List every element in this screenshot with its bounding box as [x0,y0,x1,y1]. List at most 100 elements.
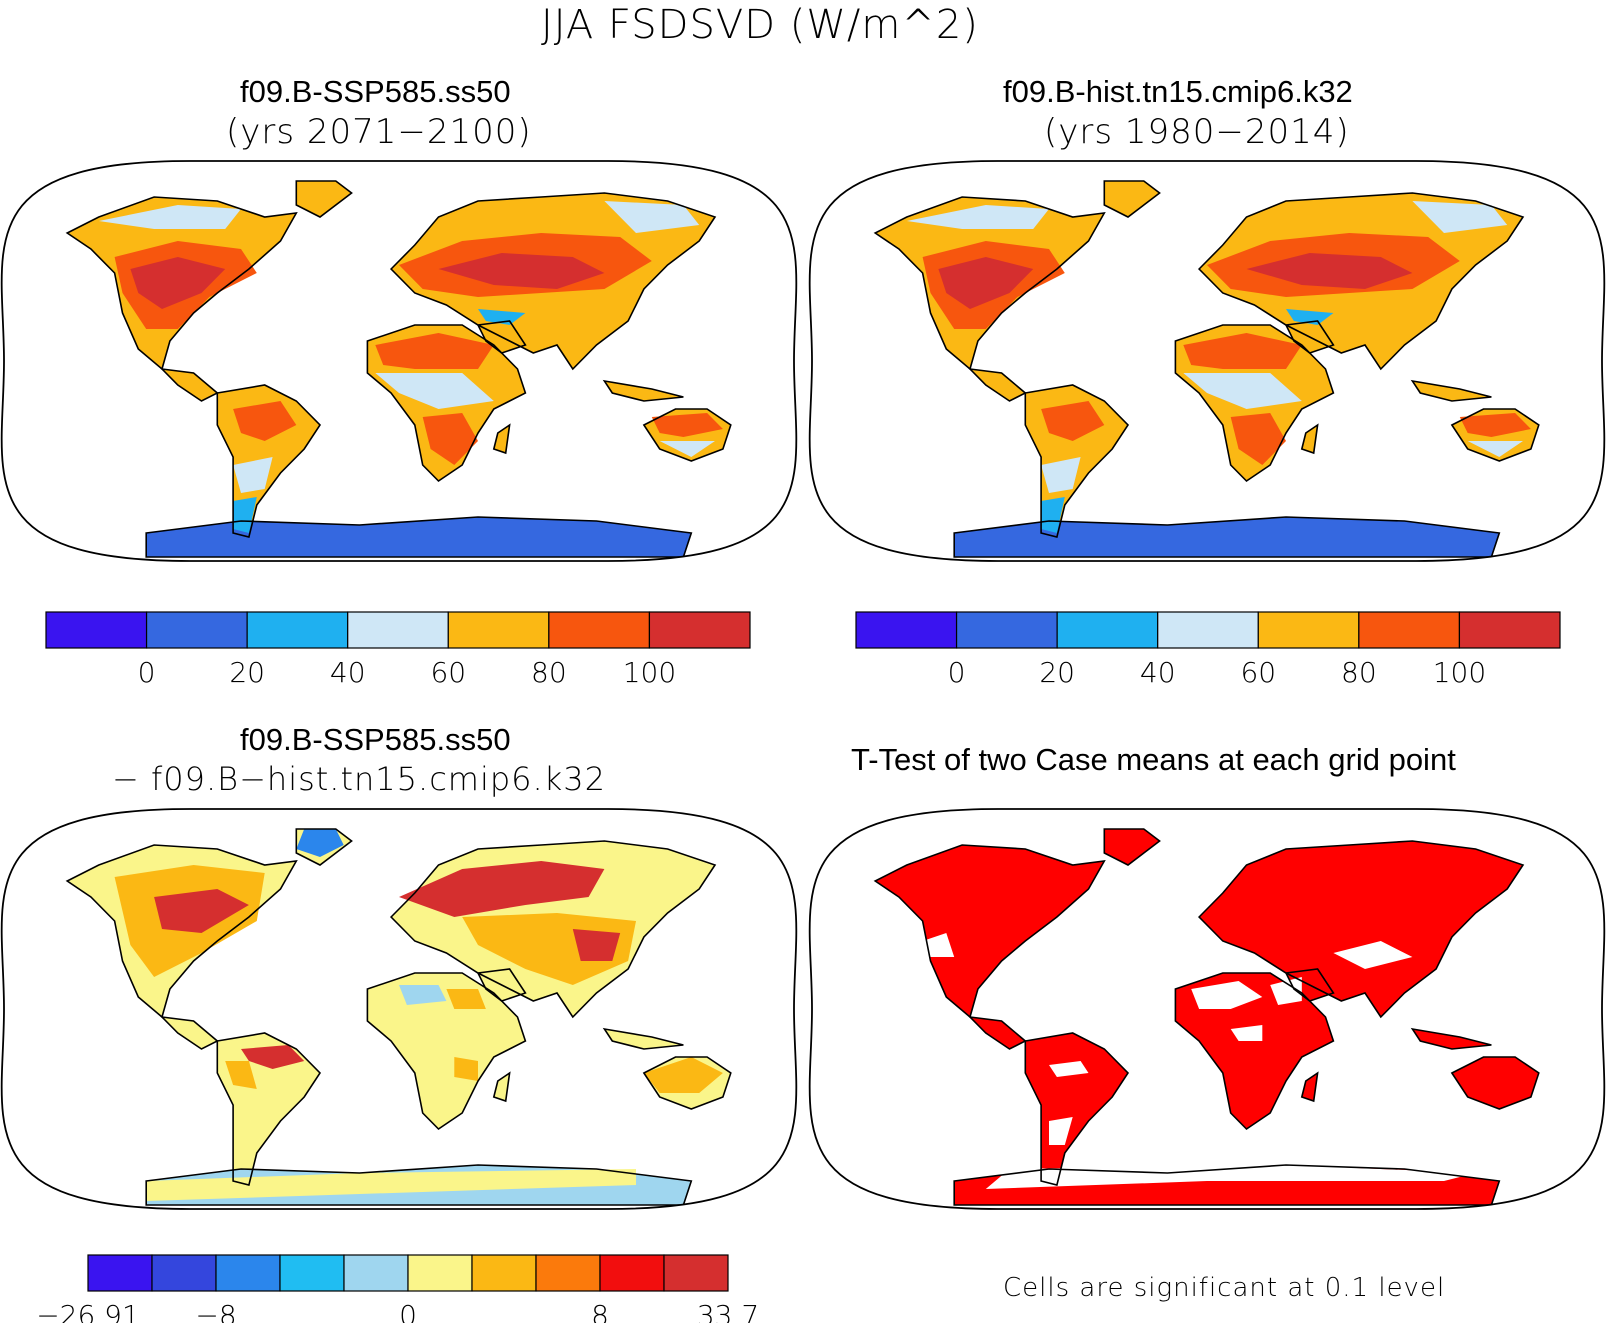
shade-region [1246,253,1413,289]
shade-region [146,1169,636,1201]
shade-region [1270,977,1302,1005]
coastline-central-america [159,1015,219,1050]
colorbar-tick-label: 0 [399,1299,417,1323]
coastline-greenland [1103,180,1161,218]
coastline-central-america [159,367,219,402]
coastline-south-america [1024,1032,1130,1186]
colorbar-swatch [407,1254,473,1292]
land-greenland [296,181,352,217]
shade-region [233,457,273,493]
shade-region [572,929,621,961]
shade-region [454,1057,478,1081]
panel-top-right-case: f09.B-hist.tn15.cmip6.k32 [1003,74,1353,109]
panel-bottom-left-minus-case: − f09.B−hist.tn15.cmip6.k32 [112,760,606,798]
shade-region [1467,441,1523,457]
coastline-central-america [967,367,1027,402]
coastline-australia [642,408,732,462]
panel-top-right-years: (yrs 1980−2014) [1044,112,1350,152]
shade-region [1049,1061,1089,1077]
colorbar-bottom-left: −26.91 −8 0 8 33.7 [36,1254,759,1323]
coastline-eurasia [1197,192,1525,371]
shade-region [233,401,297,441]
coastline-north-america [873,844,1106,1019]
shade-region [446,989,486,1009]
shade-region [1183,333,1302,369]
coastline-africa [1174,324,1335,483]
shade-region [604,201,700,233]
colorbar-tick-label: 100 [623,656,676,689]
significance-note: Cells are significant at 0.1 level [1003,1273,1446,1303]
colorbar-swatch [246,611,349,649]
shade-region [1412,201,1508,233]
map-top-left [0,160,798,562]
colorbar-swatch [855,611,958,649]
coastline-indonesia [602,379,684,402]
coastline-africa [1174,972,1335,1131]
coastline-north-america [65,196,298,371]
colorbar-tick-label: 80 [1341,656,1377,689]
land-central-america [970,1017,1026,1049]
shade-region [651,413,723,437]
shade-region [422,413,478,465]
coastline-greenland [1103,828,1161,866]
coastline-eurasia [389,840,717,1019]
map-frame [0,808,798,1210]
panel-top-left-case: f09.B-SSP585.ss50 [240,74,511,109]
coastline-arabia [1284,968,1335,1002]
shade-region [478,309,526,325]
coastline-madagascar [492,423,511,455]
coastline-australia [642,1056,732,1110]
land-madagascar [493,1073,510,1101]
land-central-america [970,369,1026,401]
shade-region [922,933,955,957]
shade-region [154,889,249,933]
map-top-right [808,160,1606,562]
shade-region [1041,497,1065,533]
colorbar-swatch [1056,611,1159,649]
colorbar-swatch [87,1254,153,1292]
coastline-eurasia [1197,840,1525,1019]
coastline-antarctica [145,1164,693,1206]
land-central-america [162,1017,218,1049]
coastline-antarctica [953,1164,1501,1206]
land-south-america [1025,1033,1128,1185]
shade-region [1286,309,1334,325]
coastline-arabia [476,320,527,354]
land-madagascar [493,425,510,453]
shade-region [399,985,447,1005]
colorbar-swatch [215,1254,281,1292]
land-madagascar [1301,1073,1318,1101]
colorbar-tick-label: 0 [948,656,966,689]
land-greenland [1104,829,1160,865]
coastline-antarctica [953,516,1501,558]
coastline-madagascar [1300,1071,1319,1103]
shade-region [375,373,494,409]
shade-region [241,1045,305,1069]
map-bottom-left [0,808,798,1210]
coastline-arabia [476,968,527,1002]
coastline-north-america [65,844,298,1019]
shade-region [296,829,344,857]
coastline-australia [1450,1056,1540,1110]
panel-bottom-left-case: f09.B-SSP585.ss50 [240,722,511,757]
shade-region [1041,401,1105,441]
land-indonesia [1412,1029,1492,1049]
shade-region [233,497,257,533]
colorbar-tick-label: 40 [1140,656,1176,689]
coastline-south-america [1024,384,1130,538]
coastline-greenland [295,180,353,218]
colorbar-tick-label: 8 [591,1299,609,1323]
colorbar-swatch [955,611,1058,649]
land-indonesia [1412,381,1492,401]
colorbar-tick-label: 20 [229,656,265,689]
colorbar-tick-label: 60 [430,656,466,689]
colorbar-swatch [151,1254,217,1292]
coastline-madagascar [492,1071,511,1103]
shade-region [375,333,494,369]
colorbar-swatch [447,611,550,649]
coastline-africa [366,972,527,1131]
colorbar-swatch [347,611,449,649]
shade-region [225,1061,257,1089]
shade-region [1459,413,1531,437]
map-frame [808,808,1606,1210]
